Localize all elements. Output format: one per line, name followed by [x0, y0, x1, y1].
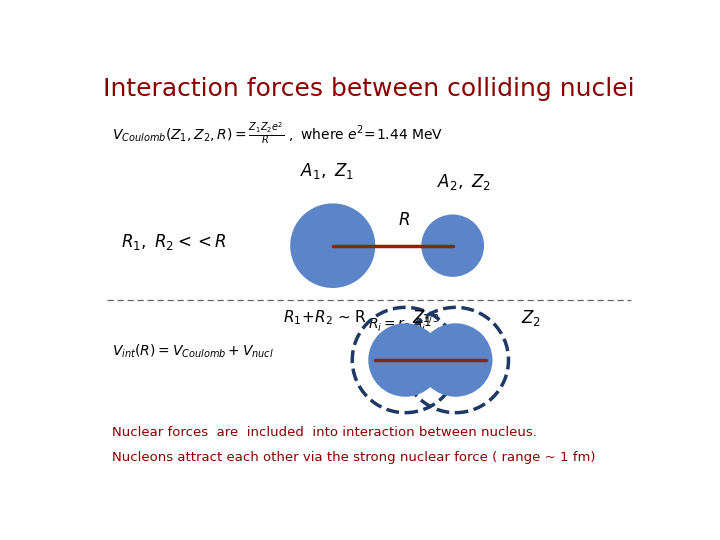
Ellipse shape [422, 215, 483, 276]
Text: $R_1\!+\!R_2$ ~ R: $R_1\!+\!R_2$ ~ R [282, 308, 366, 327]
Text: $R_i = r_0\, A_i^{1/3}$: $R_i = r_0\, A_i^{1/3}$ [368, 312, 440, 336]
Ellipse shape [291, 204, 374, 287]
Text: $R$: $R$ [398, 211, 410, 229]
Text: $A_2,\ Z_2$: $A_2,\ Z_2$ [437, 172, 491, 192]
Ellipse shape [419, 324, 492, 396]
Text: $A_1,\ Z_1$: $A_1,\ Z_1$ [300, 161, 354, 181]
Text: $Z_1$: $Z_1$ [412, 308, 432, 328]
Text: Nuclear forces  are  included  into interaction between nucleus.: Nuclear forces are included into interac… [112, 426, 537, 439]
Text: $Z_2$: $Z_2$ [521, 308, 541, 328]
Text: $R_1,\ R_2 << R$: $R_1,\ R_2 << R$ [121, 232, 227, 252]
Text: Interaction forces between colliding nuclei: Interaction forces between colliding nuc… [103, 77, 635, 102]
Text: $V_{Coulomb}(Z_1,Z_2,R) = \frac{Z_1 Z_2 e^2}{R}$$\ ,\ \mathrm{where}\ e^2\!=\!1.: $V_{Coulomb}(Z_1,Z_2,R) = \frac{Z_1 Z_2 … [112, 121, 444, 147]
Ellipse shape [369, 324, 441, 396]
Text: $V_{int}(R) = V_{Coulomb} + V_{nucl}$: $V_{int}(R) = V_{Coulomb} + V_{nucl}$ [112, 343, 274, 360]
Text: Nucleons attract each other via the strong nuclear force ( range ~ 1 fm): Nucleons attract each other via the stro… [112, 451, 596, 464]
